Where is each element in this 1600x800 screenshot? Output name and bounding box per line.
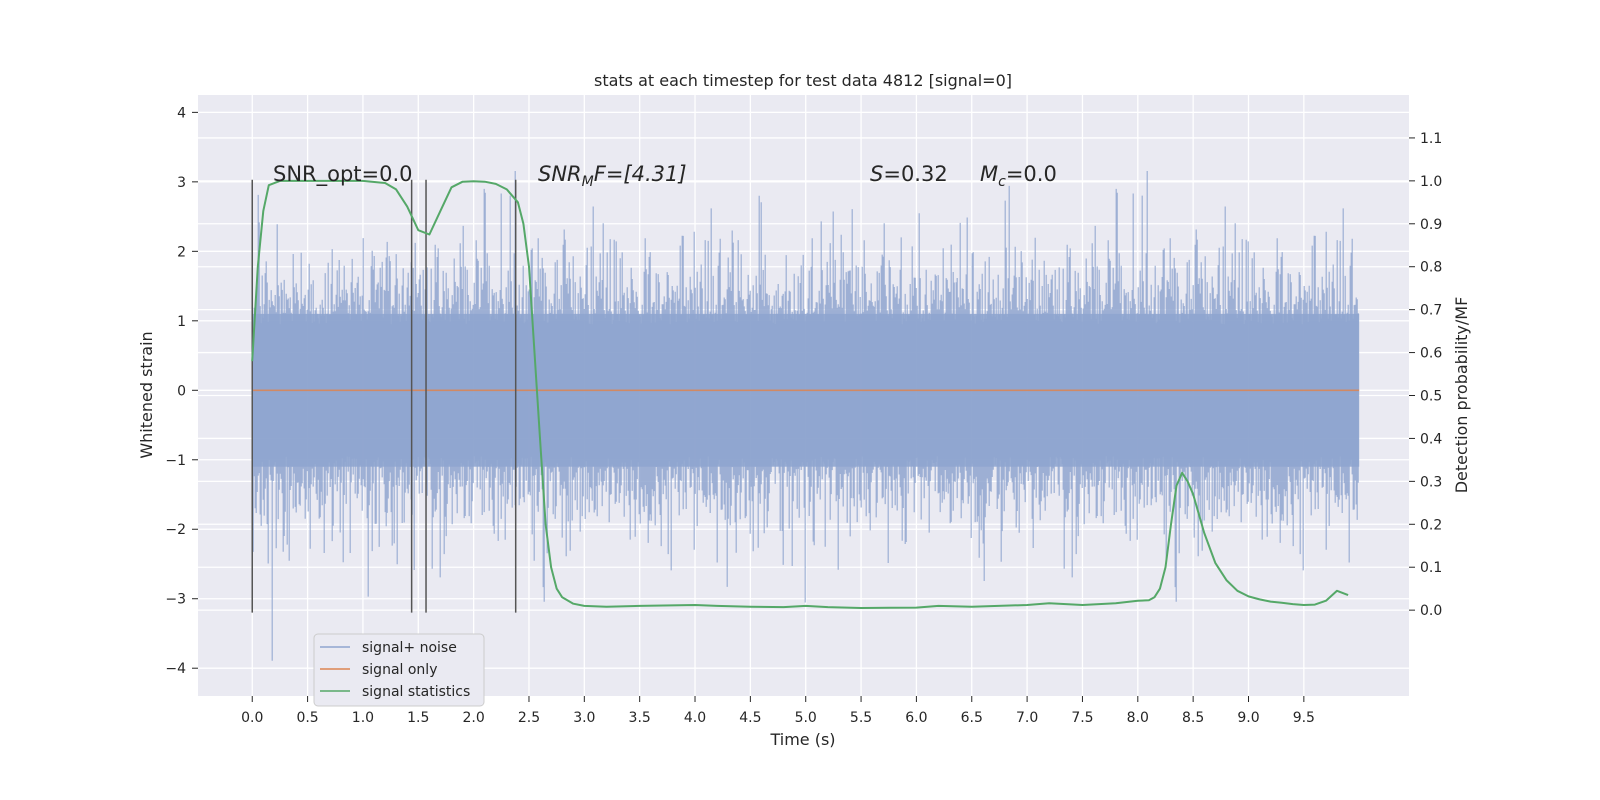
legend: signal+ noise signal only signal statist…: [313, 633, 485, 707]
right-y-tick-label: 0.0: [1420, 603, 1442, 619]
right-y-tick-label: 0.4: [1420, 431, 1442, 447]
snr-mf-base: SNR: [538, 162, 582, 186]
right-y-tick-label: 1.0: [1420, 174, 1442, 190]
left-y-tick-label: 4: [177, 105, 186, 121]
legend-label-noise: signal+ noise: [362, 640, 457, 656]
annotation-mc: Mc=0.0: [980, 162, 1057, 190]
right-y-axis-ticks: 1.1 1.0 0.9 0.8 0.7 0.6 0.5 0.4 0.3 0.2 0.1 0.0: [1409, 131, 1442, 619]
x-tick-label: 8.0: [1127, 710, 1149, 726]
chart-title: stats at each timestep for test data 481…: [594, 71, 1012, 90]
mc-subscript: c: [998, 174, 1006, 190]
s-value: =0.32: [883, 162, 947, 186]
annotation-snr-mf: SNRMF=[4.31]: [538, 162, 687, 190]
mc-base: M: [980, 162, 998, 186]
x-tick-label: 0.0: [241, 710, 263, 726]
x-tick-label: 9.0: [1237, 710, 1259, 726]
legend-label-statistics: signal statistics: [362, 684, 470, 700]
left-y-axis-ticks: 4 3 2 1 0 −1 −2 −3 −4: [165, 105, 198, 677]
left-y-tick-label: 3: [177, 175, 186, 191]
x-tick-label: 2.0: [462, 710, 484, 726]
snr-mf-f: F=[4.31]: [594, 162, 687, 186]
x-axis-ticks: 0.0 0.5 1.0 1.5 2.0 2.5 3.0 3.5 4.0 4.5 5.0 5.5 6.0 6…: [241, 696, 1315, 726]
statistics-line: [251, 179, 1349, 609]
left-y-tick-label: −4: [165, 661, 186, 677]
x-tick-label: 1.0: [352, 710, 374, 726]
x-tick-label: 3.0: [573, 710, 595, 726]
x-tick-label: 5.0: [795, 710, 817, 726]
right-y-tick-label: 0.3: [1420, 474, 1442, 490]
x-tick-label: 4.0: [684, 710, 706, 726]
annotation-s: S=0.32: [870, 162, 948, 186]
x-tick-label: 1.5: [407, 710, 429, 726]
x-tick-label: 4.5: [739, 710, 761, 726]
right-y-tick-label: 0.7: [1420, 303, 1442, 319]
left-y-tick-label: 2: [177, 244, 186, 260]
x-tick-label: 5.5: [850, 710, 872, 726]
right-y-tick-label: 0.5: [1420, 389, 1442, 405]
left-y-tick-label: −3: [165, 592, 186, 608]
snr-mf-subscript: M: [582, 174, 594, 190]
vertical-markers: [251, 179, 517, 613]
x-tick-label: 6.5: [961, 710, 983, 726]
left-y-tick-label: −2: [165, 522, 186, 538]
s-base: S: [870, 162, 883, 186]
x-axis-label: Time (s): [769, 730, 835, 749]
right-y-tick-label: 0.8: [1420, 260, 1442, 276]
annotation-snr-opt: SNR_opt=0.0: [273, 162, 413, 187]
snr-mf-value: F=[4.31]: [594, 162, 687, 186]
series-signal-statistics: [251, 179, 1349, 609]
left-y-tick-label: 0: [177, 383, 186, 399]
x-tick-label: 2.5: [518, 710, 540, 726]
x-tick-label: 7.0: [1016, 710, 1038, 726]
left-y-axis-label: Whitened strain: [137, 331, 156, 458]
x-tick-label: 9.5: [1293, 710, 1315, 726]
right-y-tick-label: 0.1: [1420, 560, 1442, 576]
right-y-axis-label: Detection probability/MF: [1452, 297, 1471, 494]
right-y-tick-label: 0.6: [1420, 346, 1442, 362]
right-y-tick-label: 1.1: [1420, 131, 1442, 147]
left-y-tick-label: 1: [177, 314, 186, 330]
x-tick-label: 6.0: [905, 710, 927, 726]
x-tick-label: 8.5: [1182, 710, 1204, 726]
x-tick-label: 3.5: [629, 710, 651, 726]
x-tick-label: 7.5: [1071, 710, 1093, 726]
left-y-tick-label: −1: [165, 453, 186, 469]
mc-value: =0.0: [1006, 162, 1057, 186]
legend-box: [313, 633, 485, 707]
right-y-tick-label: 0.9: [1420, 217, 1442, 233]
legend-label-signal-only: signal only: [362, 662, 437, 678]
right-y-tick-label: 0.2: [1420, 517, 1442, 533]
x-tick-label: 0.5: [296, 710, 318, 726]
